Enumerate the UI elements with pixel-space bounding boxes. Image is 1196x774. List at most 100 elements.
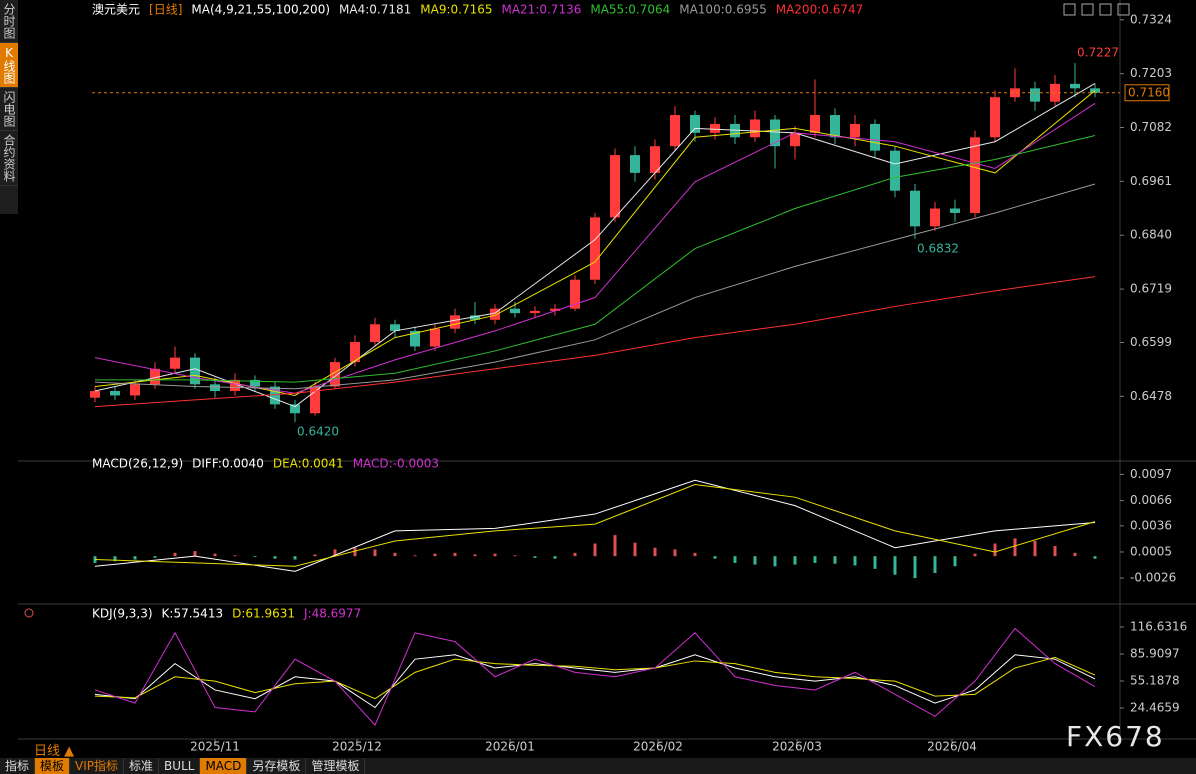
candle-body xyxy=(350,342,360,363)
legend-text: KDJ(9,3,3) xyxy=(92,607,153,621)
x-tick-label: 2026/04 xyxy=(927,740,977,754)
toolbar-button[interactable]: VIP指标 xyxy=(70,758,125,774)
period-selector[interactable]: 日线 ▲ xyxy=(34,744,75,759)
period-label[interactable]: 日线 xyxy=(34,744,61,759)
sidebar-tab[interactable]: 分时图 xyxy=(0,0,18,43)
x-tick-label: 2026/01 xyxy=(485,740,535,754)
y-tick-label: 0.6719 xyxy=(1130,282,1172,296)
candle-body xyxy=(310,386,320,414)
indicator-line xyxy=(94,83,1096,408)
macd-bar xyxy=(793,556,797,565)
extreme-label: 0.6832 xyxy=(917,241,959,255)
y-tick-label: 0.7082 xyxy=(1130,120,1172,134)
y-tick-label: 0.6478 xyxy=(1130,389,1172,403)
toolbar-button[interactable]: 管理模板 xyxy=(306,758,366,774)
y-tick-label: 0.6599 xyxy=(1130,335,1172,349)
toolbar-button[interactable]: 另存模板 xyxy=(247,758,307,774)
legend-text: MA(4,9,21,55,100,200) xyxy=(191,3,330,17)
macd-bar xyxy=(833,556,837,564)
legend-text: D:61.9631 xyxy=(232,607,295,621)
candle-body xyxy=(230,379,240,392)
candle-body xyxy=(990,97,1000,138)
candle-body xyxy=(930,208,940,227)
y-tick-label: 0.7324 xyxy=(1130,12,1172,26)
macd-bar xyxy=(613,535,617,557)
legend-text: MA4:0.7181 xyxy=(339,3,411,17)
candle-body xyxy=(610,155,620,218)
candle-body xyxy=(90,391,100,398)
legend-text: MA55:0.7064 xyxy=(590,3,670,17)
x-tick-label: 2025/11 xyxy=(190,740,240,754)
toolbar-button[interactable]: 模板 xyxy=(35,758,71,774)
macd-bar xyxy=(913,556,917,579)
candle-body xyxy=(370,324,380,343)
sidebar-tab[interactable]: 合约资料 xyxy=(0,131,18,186)
toolbar-button[interactable]: 指标 xyxy=(0,758,36,774)
x-tick-label: 2026/03 xyxy=(772,740,822,754)
candle-body xyxy=(570,279,580,309)
macd-bar xyxy=(853,556,857,566)
macd-bar xyxy=(253,556,257,558)
macd-bar xyxy=(273,556,277,559)
legend-text: MA21:0.7136 xyxy=(501,3,581,17)
candle-body xyxy=(890,150,900,191)
macd-bar xyxy=(113,556,117,562)
macd-bar xyxy=(1053,546,1057,557)
candle-body xyxy=(590,217,600,280)
candle-body xyxy=(330,362,340,387)
toolbar: 指标 模板 VIP指标 标准 BULL MACD 另存模板 管理模板 xyxy=(0,758,1196,774)
candle-body xyxy=(630,155,640,173)
candle-body xyxy=(270,386,280,405)
y-tick-label: 0.6961 xyxy=(1130,174,1172,188)
macd-bar xyxy=(1073,552,1077,557)
y-tick-label: 0.0097 xyxy=(1130,467,1172,481)
legend-text: [日线] xyxy=(149,3,182,17)
panel-separators xyxy=(18,0,1196,740)
macd-bar xyxy=(1013,538,1017,557)
macd-bar xyxy=(493,553,497,557)
macd-bar xyxy=(1093,556,1097,559)
candle-body xyxy=(910,190,920,227)
toolbar-button[interactable]: MACD xyxy=(200,758,248,774)
toolbar-button[interactable]: 标准 xyxy=(124,758,160,774)
x-tick-label: 2026/02 xyxy=(633,740,683,754)
candle-body xyxy=(490,308,500,320)
macd-bar xyxy=(953,556,957,567)
last-price-label: 0.7160 xyxy=(1128,85,1170,99)
legend-text: MA100:0.6955 xyxy=(679,3,767,17)
candle-body xyxy=(470,315,480,320)
y-tick-label: 55.1878 xyxy=(1130,673,1180,687)
y-tick-label: 0.6840 xyxy=(1130,228,1172,242)
extreme-label: 0.7227 xyxy=(1077,45,1119,59)
sidebar-tab[interactable]: K线图 xyxy=(0,43,18,88)
window-icons xyxy=(1063,3,1130,16)
sidebar-tab[interactable]: 闪电图 xyxy=(0,88,18,131)
toolbar-button[interactable]: BULL xyxy=(159,758,201,774)
macd-bar xyxy=(293,556,297,560)
candle-body xyxy=(670,115,680,147)
candle-body xyxy=(210,384,220,392)
macd-bar xyxy=(713,556,717,559)
y-tick-label: 0.0005 xyxy=(1130,544,1172,558)
candle-body xyxy=(510,308,520,314)
y-tick-label: 85.9097 xyxy=(1130,646,1180,660)
x-tick-label: 2025/12 xyxy=(332,740,382,754)
indicator-line xyxy=(94,276,1096,408)
macd-bar xyxy=(473,554,477,557)
macd-bar xyxy=(553,556,557,559)
candle-body xyxy=(850,123,860,138)
candle-body xyxy=(1030,88,1040,102)
macd-bar xyxy=(673,549,677,557)
candle-body xyxy=(830,115,840,138)
macd-bar xyxy=(813,556,817,563)
macd-bar xyxy=(633,542,637,557)
macd-bar xyxy=(973,553,977,557)
macd-bar xyxy=(173,552,177,557)
y-tick-label: 0.7203 xyxy=(1130,66,1172,80)
y-tick-label: 0.0066 xyxy=(1130,493,1172,507)
candle-body xyxy=(650,146,660,173)
